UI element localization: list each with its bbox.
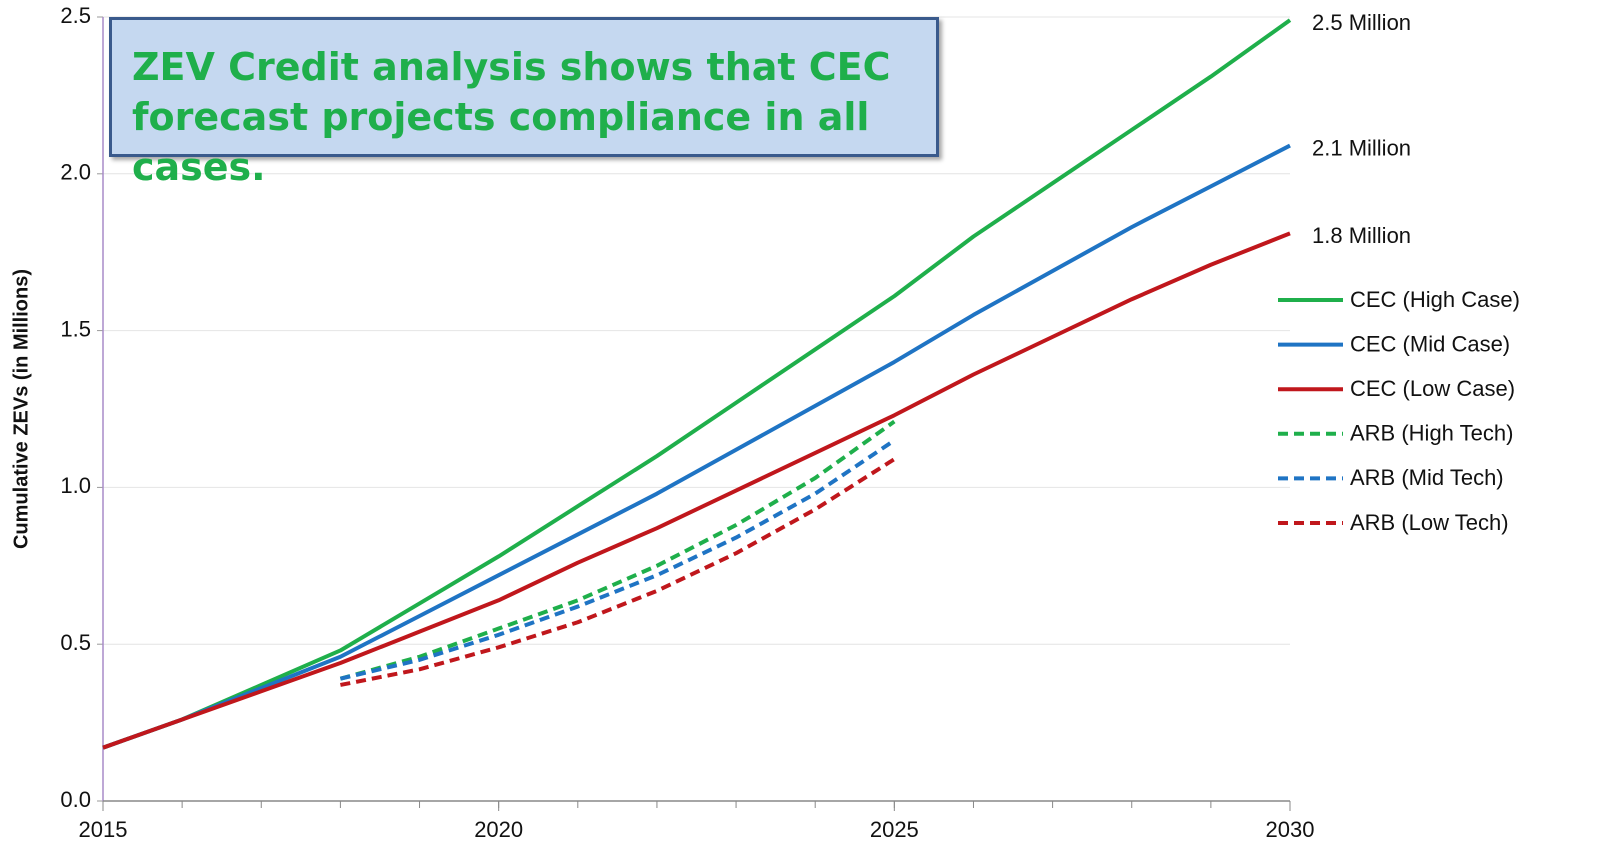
x-tick-label: 2020 xyxy=(474,817,523,842)
x-tick-label: 2030 xyxy=(1266,817,1315,842)
series-line xyxy=(339,419,896,681)
legend-label: CEC (Low Case) xyxy=(1350,376,1515,401)
y-tick-label: 1.0 xyxy=(60,473,91,498)
series-line xyxy=(102,18,1292,750)
series-line xyxy=(102,231,1291,750)
y-tick-label: 0.0 xyxy=(60,787,91,812)
legend-label: ARB (Mid Tech) xyxy=(1350,465,1504,490)
end-label: 1.8 Million xyxy=(1312,223,1411,248)
end-label: 2.5 Million xyxy=(1312,10,1411,35)
y-tick-label: 0.5 xyxy=(60,630,91,655)
x-tick-label: 2025 xyxy=(870,817,919,842)
legend-label: CEC (High Case) xyxy=(1350,287,1520,312)
legend-label: CEC (Mid Case) xyxy=(1350,331,1510,356)
series-line xyxy=(339,438,896,681)
legend-label: ARB (High Tech) xyxy=(1350,421,1513,446)
annotation-box: ZEV Credit analysis shows that CEC forec… xyxy=(109,17,939,189)
y-axis-label: Cumulative ZEVs (in Millions) xyxy=(10,269,32,549)
series-line xyxy=(102,143,1291,750)
y-tick-label: 2.0 xyxy=(60,160,91,185)
x-tick-label: 2015 xyxy=(79,817,128,842)
y-tick-label: 1.5 xyxy=(60,316,91,341)
series-line xyxy=(340,457,896,687)
end-label: 2.1 Million xyxy=(1312,135,1411,160)
legend-label: ARB (Low Tech) xyxy=(1350,510,1509,535)
y-tick-label: 2.5 xyxy=(60,3,91,28)
